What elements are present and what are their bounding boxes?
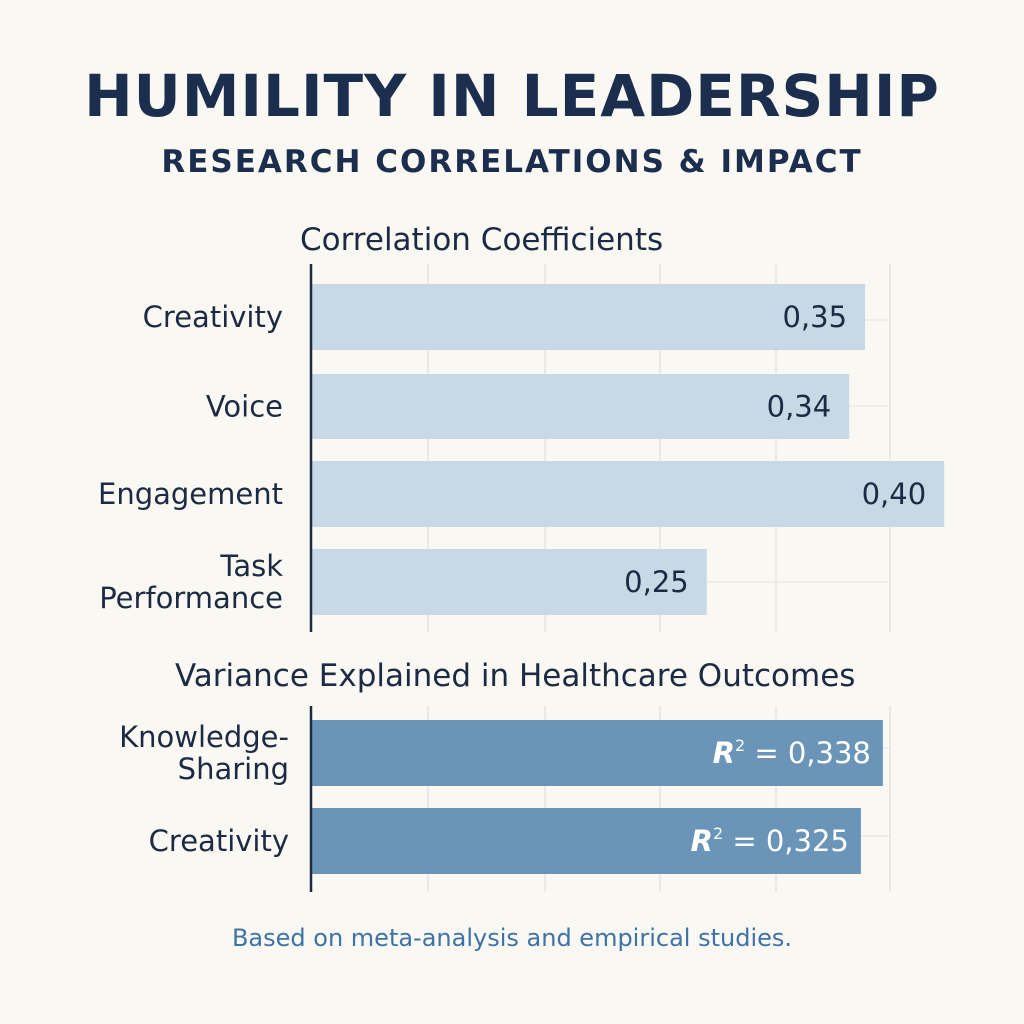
category-label: Knowledge- bbox=[119, 720, 289, 754]
bar bbox=[311, 808, 861, 874]
bar-value-label: R2 = 0,325 bbox=[691, 824, 849, 858]
category-label: Performance bbox=[99, 581, 283, 615]
bar bbox=[311, 461, 945, 527]
correlation-section-title: Correlation Coefficients bbox=[300, 222, 664, 258]
bar-value-label: 0,35 bbox=[782, 300, 847, 334]
bar-value-label: 0,25 bbox=[624, 565, 689, 599]
footnote: Based on meta-analysis and empirical stu… bbox=[231, 924, 793, 952]
variance-section-title: Variance Explained in Healthcare Outcome… bbox=[175, 658, 856, 694]
category-label: Task bbox=[219, 549, 283, 583]
chart-title: HUMILITY IN LEADERSHIP bbox=[84, 62, 940, 130]
bar bbox=[311, 374, 850, 439]
chart-subtitle: RESEARCH CORRELATIONS & IMPACT bbox=[161, 144, 863, 180]
category-label: Creativity bbox=[149, 824, 289, 858]
bar bbox=[311, 284, 866, 350]
bar bbox=[311, 720, 883, 786]
bar-value-label: R2 = 0,338 bbox=[713, 736, 871, 770]
category-label: Sharing bbox=[178, 752, 289, 786]
bar bbox=[311, 549, 707, 615]
bar-value-label: 0,40 bbox=[862, 477, 927, 511]
category-label: Voice bbox=[206, 390, 283, 424]
category-label: Creativity bbox=[143, 300, 283, 334]
bar-value-label: 0,34 bbox=[767, 390, 832, 424]
category-label: Engagement bbox=[98, 477, 283, 511]
